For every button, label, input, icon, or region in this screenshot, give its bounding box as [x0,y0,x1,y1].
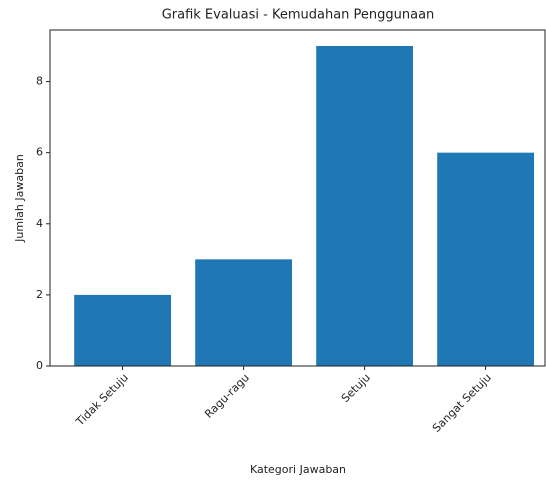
y-tick-label: 4 [36,217,43,230]
y-tick-label: 6 [36,146,43,159]
y-tick-label: 0 [36,359,43,372]
x-tick-label: Setuju [339,371,373,405]
bar [195,259,292,366]
axes-frame [49,29,546,367]
x-axis-label: Kategori Jawaban [250,463,346,476]
bar [74,294,171,366]
y-axis-label: Jumlah Jawaban [13,154,26,243]
x-tick-label: Sangat Setuju [430,371,494,435]
x-tick-label: Tidak Setuju [73,371,131,429]
chart-title: Grafik Evaluasi - Kemudahan Penggunaan [162,8,435,23]
y-tick-label: 2 [36,288,43,301]
y-tick-label: 8 [36,75,43,88]
bar [316,46,413,366]
x-tick-label: Ragu-ragu [202,371,252,421]
bar [437,152,534,366]
